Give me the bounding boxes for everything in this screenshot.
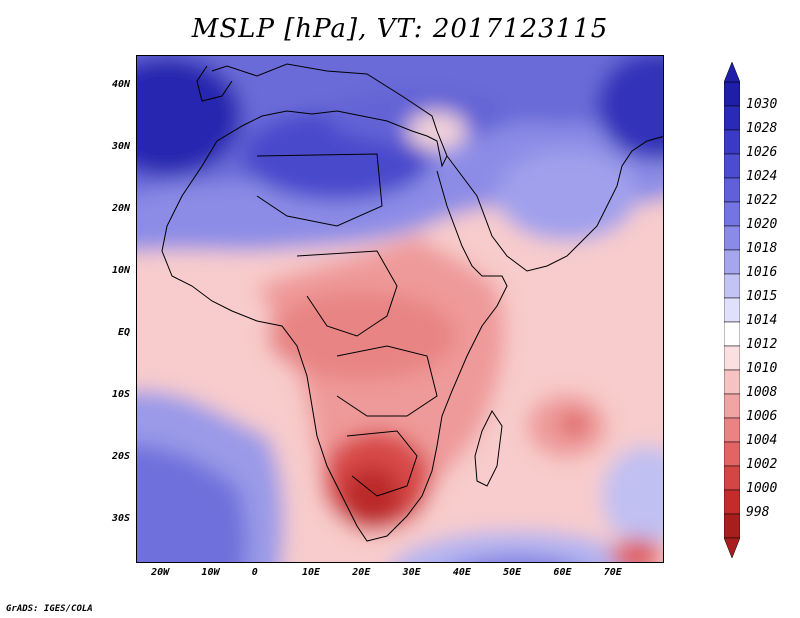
colorbar-level-label: 1026 <box>746 145 778 160</box>
africa-coast <box>161 63 508 542</box>
southeast-ridge <box>602 446 663 546</box>
lon-tick-label: 0 <box>251 567 258 578</box>
colorbar-min-arrow <box>724 537 740 559</box>
sahel-borders <box>296 250 398 337</box>
colorbar-swatch <box>724 177 740 203</box>
asia-high-center <box>597 56 663 161</box>
lat-tick-label: EQ <box>117 326 130 338</box>
colorbar-swatch <box>724 489 740 515</box>
colorbar-swatch <box>724 345 740 371</box>
colorbar-swatch <box>724 129 740 155</box>
arabia-coast <box>446 136 663 272</box>
colorbar-level-label: 1008 <box>746 385 778 400</box>
coastlines <box>161 63 663 542</box>
colorbar-level-label: 1028 <box>746 121 778 136</box>
colorbar <box>724 61 740 559</box>
central-borders <box>336 345 438 417</box>
colorbar-level-label: 1022 <box>746 193 778 208</box>
colorbar-level-label: 1006 <box>746 409 778 424</box>
lon-tick-label: 10E <box>302 567 321 578</box>
arabian-ridge <box>497 151 637 241</box>
lat-tick-label: 30S <box>111 512 130 524</box>
east-africa-low <box>267 291 457 381</box>
lon-tick-label: 60E <box>553 567 572 578</box>
lat-tick-label: 20N <box>111 202 130 214</box>
lon-tick-label: 10W <box>201 567 220 578</box>
colorbar-level-label: 1004 <box>746 433 778 448</box>
colorbar-level-label: 1016 <box>746 265 778 280</box>
sahara-borders <box>256 153 383 227</box>
lon-tick-label: 20W <box>151 567 170 578</box>
colorbar-swatch <box>724 273 740 299</box>
footer-credit: GrADS: IGES/COLA <box>6 604 93 614</box>
colorbar-level-label: 1010 <box>746 361 778 376</box>
lon-tick-label: 30E <box>402 567 421 578</box>
colorbar-swatch <box>724 465 740 491</box>
southern-ocean-ridge-core <box>469 556 565 562</box>
indian-ocean-low-core <box>562 414 586 434</box>
pressure-field <box>137 56 663 562</box>
colorbar-swatch <box>724 417 740 443</box>
mslp-map <box>137 56 663 562</box>
colorbar-swatch <box>724 369 740 395</box>
colorbar-swatch <box>724 441 740 467</box>
colorbar-swatch <box>724 249 740 275</box>
colorbar-swatch <box>724 393 740 419</box>
colorbar-swatch <box>724 297 740 323</box>
lat-tick-label: 10S <box>111 388 130 400</box>
colorbar-swatch <box>724 225 740 251</box>
colorbar-level-label: 1030 <box>746 97 778 112</box>
iberia-coast <box>196 65 233 102</box>
colorbar-swatch <box>724 321 740 347</box>
colorbar-swatch <box>724 105 740 131</box>
lon-tick-label: 20E <box>352 567 371 578</box>
lon-tick-label: 50E <box>503 567 522 578</box>
colorbar-level-label: 1024 <box>746 169 778 184</box>
lat-tick-label: 30N <box>111 140 130 152</box>
colorbar-level-label: 1014 <box>746 313 778 328</box>
madagascar-coast <box>474 410 503 487</box>
colorbar-max-arrow <box>724 61 740 83</box>
colorbar-swatch <box>724 513 740 539</box>
colorbar-level-label: 1015 <box>746 289 778 304</box>
chart-title: MSLP [hPa], VT: 2017123115 <box>191 14 609 44</box>
colorbar-level-label: 1000 <box>746 481 778 496</box>
colorbar-swatch <box>724 153 740 179</box>
map-panel[interactable] <box>136 55 664 563</box>
southeast-corner-low <box>611 538 663 562</box>
colorbar-level-label: 1020 <box>746 217 778 232</box>
south-atlantic-high-core <box>137 444 247 562</box>
lon-tick-label: 70E <box>603 567 622 578</box>
colorbar-level-label: 1002 <box>746 457 778 472</box>
lat-tick-label: 40N <box>111 78 130 90</box>
colorbar-swatch <box>724 201 740 227</box>
lat-tick-label: 20S <box>111 450 130 462</box>
lon-tick-label: 40E <box>452 567 471 578</box>
colorbar-swatch <box>724 81 740 107</box>
colorbar-level-label: 1018 <box>746 241 778 256</box>
kalahari-low-core <box>342 466 402 526</box>
atlantic-high-center <box>137 56 242 176</box>
southern-ocean-ridge <box>393 531 641 562</box>
colorbar-level-label: 1012 <box>746 337 778 352</box>
colorbar-level-label: 998 <box>746 505 770 520</box>
lat-tick-label: 10N <box>111 264 130 276</box>
southern-borders <box>346 430 418 497</box>
